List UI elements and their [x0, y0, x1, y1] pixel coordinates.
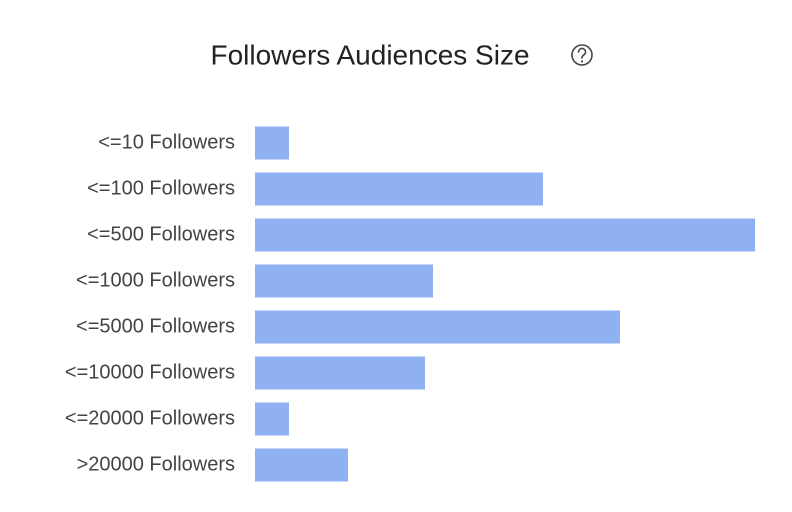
help-icon-circle — [571, 44, 593, 66]
bar — [255, 218, 755, 252]
bar — [255, 356, 425, 390]
help-icon[interactable] — [571, 44, 593, 66]
help-icon-dot — [580, 60, 584, 63]
y-tick-label: <=20000 Followers — [65, 407, 235, 429]
bar — [255, 402, 289, 436]
y-tick-label: <=100 Followers — [87, 177, 235, 199]
y-tick-label: <=5000 Followers — [76, 315, 235, 337]
bar — [255, 448, 348, 482]
y-tick-label: <=10000 Followers — [65, 361, 235, 383]
y-tick-label: <=1000 Followers — [76, 269, 235, 291]
help-icon-mark — [577, 47, 587, 59]
y-tick-label: >20000 Followers — [77, 453, 235, 475]
bar — [255, 310, 620, 344]
y-tick-label: <=10 Followers — [98, 131, 235, 153]
bar — [255, 172, 543, 206]
chart-title: Followers Audiences Size — [210, 39, 529, 70]
y-tick-label: <=500 Followers — [87, 223, 235, 245]
bar — [255, 264, 433, 298]
bar — [255, 126, 289, 160]
